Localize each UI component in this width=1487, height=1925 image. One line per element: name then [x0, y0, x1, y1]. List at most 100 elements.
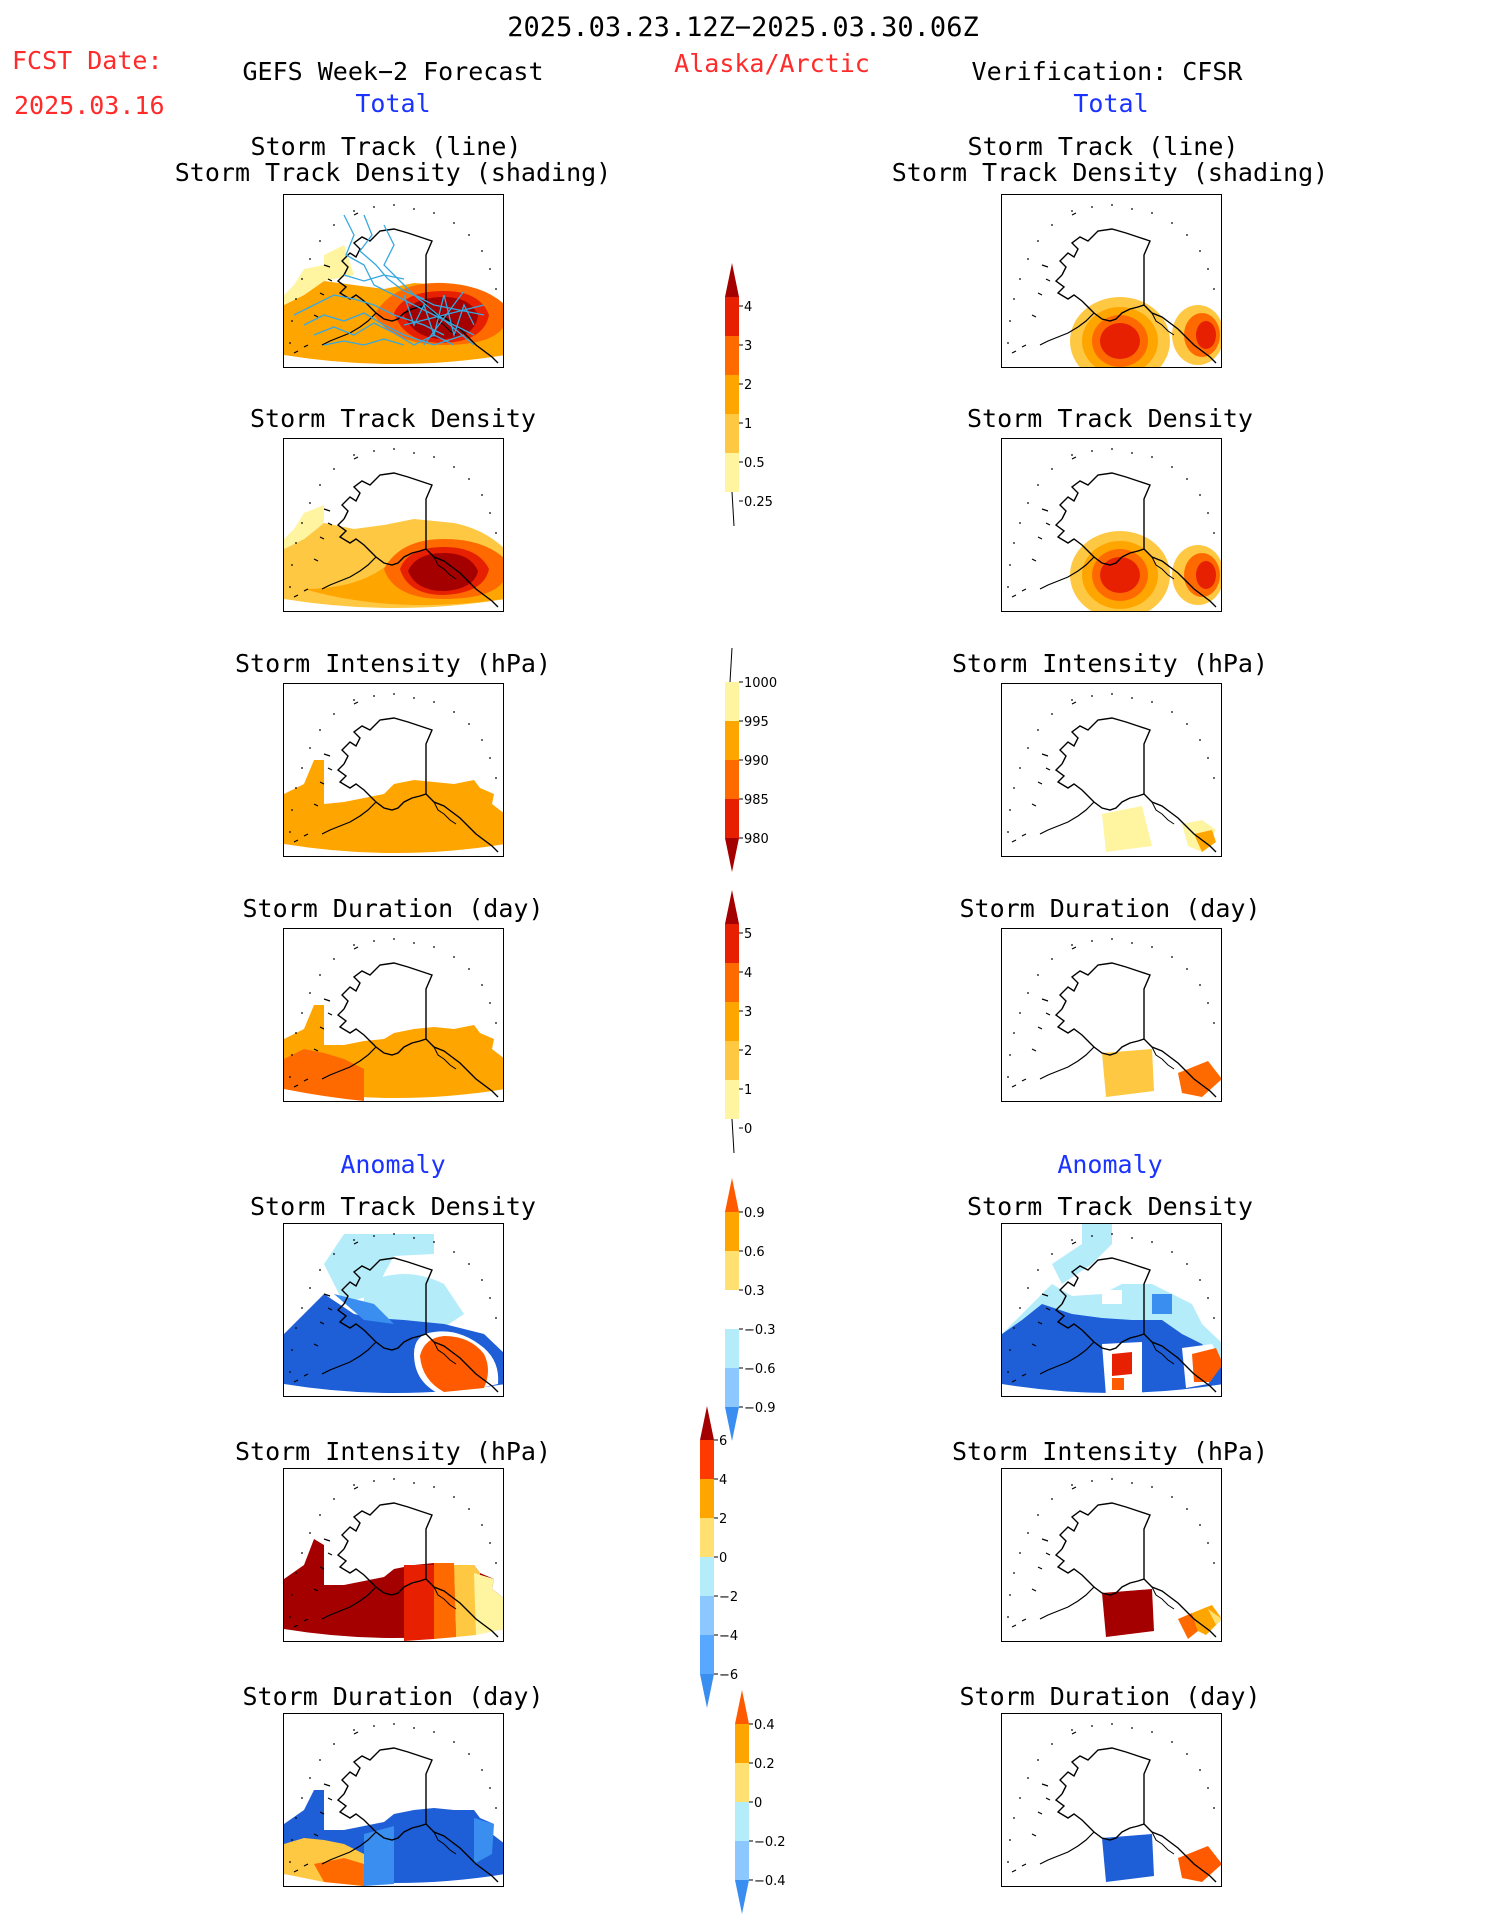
colorbar-label: −0.3 [744, 1323, 776, 1338]
colorbar-label: −0.4 [754, 1874, 786, 1889]
colorbar-label: 1000 [744, 676, 777, 691]
colorbar-label: 985 [744, 793, 769, 808]
colorbar-segment [725, 1290, 739, 1329]
right-anom-duration-title: Storm Duration (day) [959, 1682, 1261, 1711]
colorbar-label: 0 [744, 1122, 752, 1137]
colorbar-bottom-arrow [700, 1674, 714, 1708]
map-left-anom-intensity-svg [284, 1477, 503, 1641]
left-anom-density-title: Storm Track Density [250, 1192, 536, 1221]
colorbar-label: 2 [744, 1044, 752, 1059]
colorbar-segment [735, 1724, 749, 1763]
map-left-intensity-svg [284, 692, 503, 853]
map-left-track-line [283, 194, 504, 368]
colorbar-duration-anom: 0.4 0.2 0 −0.2 −0.4 [735, 1690, 825, 1924]
right-anom-density-title: Storm Track Density [967, 1192, 1253, 1221]
colorbar-segment [725, 1212, 739, 1251]
colorbar-segment [725, 414, 739, 453]
map-left-anom-intensity [283, 1468, 504, 1642]
colorbar-intensity-total: 1000 995 990 985 980 [725, 647, 815, 892]
map-right-duration [1001, 928, 1222, 1102]
colorbar-segment [725, 336, 739, 375]
map-left-anom-duration-svg [284, 1722, 503, 1886]
map-right-anom-duration [1001, 1713, 1222, 1887]
colorbar-label: −6 [719, 1668, 738, 1683]
colorbar-label: −0.6 [744, 1362, 776, 1377]
colorbar-label: −2 [719, 1590, 738, 1605]
region-title: Alaska/Arctic [674, 49, 870, 78]
colorbar-segment [725, 1251, 739, 1290]
colorbar-label: 0.3 [744, 1284, 765, 1299]
map-right-duration-svg [1006, 937, 1221, 1098]
right-track-line-title: Storm Track (line) [967, 132, 1239, 161]
colorbar-label: 0 [719, 1551, 727, 1566]
map-left-density [283, 438, 504, 612]
left-duration-title: Storm Duration (day) [242, 894, 544, 923]
colorbar-label: 990 [744, 754, 769, 769]
colorbar-label: 1 [744, 1083, 752, 1098]
colorbar-segment [735, 1841, 749, 1880]
colorbar-segment [700, 1596, 714, 1635]
colorbar-label: 5 [744, 927, 752, 942]
colorbar-segment [725, 760, 739, 799]
colorbar-top-arrow [725, 1178, 739, 1212]
colorbar-segment [700, 1557, 714, 1596]
colorbar-label: 0.9 [744, 1206, 765, 1221]
map-left-density-svg [284, 447, 503, 608]
colorbar-segment [725, 924, 739, 963]
date-range: 2025.03.23.12Z−2025.03.30.06Z [507, 12, 979, 43]
colorbar-label: 0.4 [754, 1718, 775, 1733]
map-right-anom-density [1001, 1223, 1222, 1397]
map-right-anom-intensity [1001, 1468, 1222, 1642]
colorbar-duration-total-svg: 5 4 3 2 1 0 [725, 890, 752, 1154]
map-left-duration-svg [284, 937, 503, 1101]
colorbar-intensity-anom-svg: 6 4 2 0 −2 −4 −6 [700, 1406, 738, 1708]
right-density-title: Storm Track Density [967, 404, 1253, 433]
colorbar-segment [735, 1763, 749, 1802]
colorbar-density-anom: 0.9 0.6 0.3 −0.3 −0.6 −0.9 [725, 1178, 815, 1462]
colorbar-density-anom-svg: 0.9 0.6 0.3 −0.3 −0.6 −0.9 [725, 1178, 776, 1441]
map-right-intensity [1001, 683, 1222, 857]
colorbar-segment [700, 1479, 714, 1518]
colorbar-segment [725, 297, 739, 336]
colorbar-label: 0.2 [754, 1757, 775, 1772]
colorbar-segment [725, 375, 739, 414]
colorbar-segment [700, 1440, 714, 1479]
map-left-track-line-svg [284, 203, 503, 364]
colorbar-segment [725, 1080, 739, 1119]
verification-title: Verification: CFSR [971, 57, 1243, 86]
colorbar-segment [725, 453, 739, 492]
left-anomaly-label: Anomaly [340, 1150, 446, 1179]
colorbar-segment [725, 1329, 739, 1368]
colorbar-duration-total: 5 4 3 2 1 0 [725, 890, 815, 1184]
map-right-intensity-svg [1006, 692, 1217, 853]
map-right-density [1001, 438, 1222, 612]
map-left-anom-density-svg [284, 1224, 503, 1396]
colorbar-top-arrow [700, 1406, 714, 1440]
colorbar-label: 4 [744, 300, 752, 315]
colorbar-segment [700, 1635, 714, 1674]
colorbar-label: 995 [744, 715, 769, 730]
map-right-track-line [1001, 194, 1222, 368]
colorbar-bottom-arrow [725, 1407, 739, 1441]
left-track-shading-title: Storm Track Density (shading) [174, 158, 612, 187]
left-track-line-title: Storm Track (line) [250, 132, 522, 161]
left-intensity-title: Storm Intensity (hPa) [234, 649, 552, 678]
right-track-shading-title: Storm Track Density (shading) [891, 158, 1329, 187]
colorbar-segment [725, 1002, 739, 1041]
map-left-intensity [283, 683, 504, 857]
colorbar-segment [725, 721, 739, 760]
left-anom-duration-title: Storm Duration (day) [242, 1682, 544, 1711]
forecast-title: GEFS Week−2 Forecast [242, 57, 544, 86]
colorbar-label: 6 [719, 1434, 727, 1449]
colorbar-label: 0 [754, 1796, 762, 1811]
colorbar-top-arrow [725, 890, 739, 924]
right-intensity-title: Storm Intensity (hPa) [951, 649, 1269, 678]
colorbar-segment [700, 1518, 714, 1557]
colorbar-bottom-line [731, 491, 735, 527]
colorbar-label: 3 [744, 339, 752, 354]
map-right-anom-duration-svg [1006, 1722, 1221, 1883]
colorbar-label: 0.6 [744, 1245, 765, 1260]
colorbar-segment [725, 963, 739, 1002]
colorbar-density-total: 4 3 2 1 0.5 0.25 [725, 263, 815, 557]
colorbar-label: 4 [744, 966, 752, 981]
